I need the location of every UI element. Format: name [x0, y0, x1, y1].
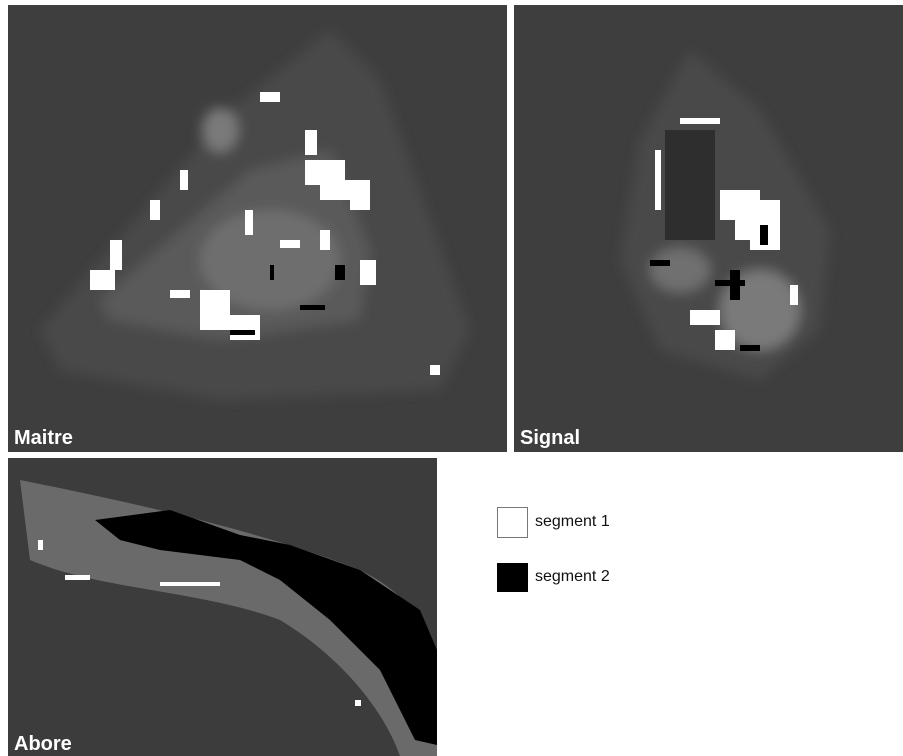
panel-label: Abore [14, 733, 72, 755]
panel-maitre: Maitre [8, 5, 507, 452]
figure: Maitre Signal Abore [0, 0, 903, 756]
legend-label: segment 2 [535, 568, 610, 585]
panel-abore: Abore [8, 458, 437, 756]
panel-signal: Signal [514, 5, 903, 452]
legend: segment 1 segment 2 [497, 508, 610, 593]
panel-label: Signal [520, 427, 580, 449]
legend-swatch [497, 563, 528, 592]
legend-label: segment 1 [535, 513, 610, 530]
page: Maitre Signal Abore [0, 0, 903, 756]
panel-label: Maitre [14, 427, 73, 449]
dark-region [665, 130, 715, 240]
legend-swatch [498, 508, 528, 538]
